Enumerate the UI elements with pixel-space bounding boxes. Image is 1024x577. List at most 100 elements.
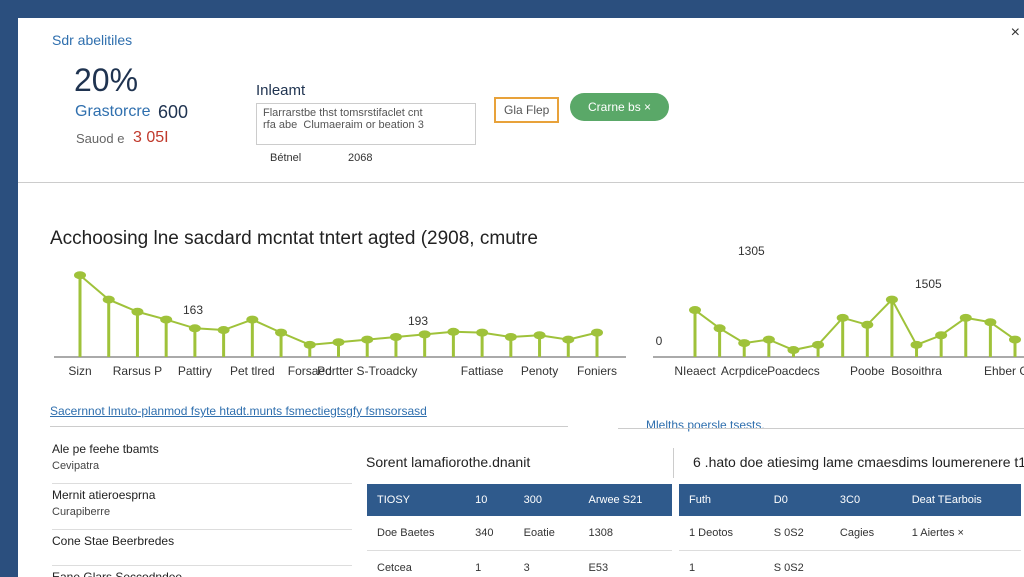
metric-value: 600 <box>158 102 189 122</box>
marker <box>762 335 775 344</box>
marker <box>885 295 898 304</box>
x-tick-label: Sizn <box>68 364 91 378</box>
list-sub: Cevipatra <box>52 460 100 472</box>
divider <box>673 448 674 478</box>
list-item: Ale pe feehe tbamts Cevipatra <box>52 438 352 484</box>
right-link[interactable]: Mlelths poersle tsests. <box>646 418 765 432</box>
annotation: 1505 <box>915 277 942 291</box>
marker <box>447 327 460 336</box>
list-text: Cone Stae Beerbredes <box>52 534 175 548</box>
marker <box>984 318 997 327</box>
outline-button[interactable]: Gla Flep <box>494 97 560 123</box>
cell: 340 <box>465 516 514 551</box>
section-title: Acchoosing lne sacdard mcntat tntert agt… <box>50 228 538 249</box>
x-tick-label: Bosoithra <box>891 364 942 378</box>
x-tick-label: Poobe <box>850 364 885 378</box>
list-text: Eane Glars Seccodndee <box>52 570 183 577</box>
x-tick-label: Forsaed <box>288 364 332 378</box>
table: TIOSY 10 300 Arwee S21 Doe Baetes 340 Eoatie 13… <box>367 484 672 577</box>
list-item: Mernit atieroesprna Curapiberre <box>52 484 352 530</box>
marker <box>160 315 173 324</box>
marker <box>836 313 849 322</box>
x-tick-label: Pet tlred <box>230 364 275 378</box>
list-item: Cone Stae Beerbredes <box>52 530 352 566</box>
header-cell: Deat TEarbois <box>901 484 1021 516</box>
row: 1 Deotos S 0S2 Cagies 1 Aiertes × <box>679 516 1021 551</box>
marker <box>861 320 874 329</box>
cell: Doe Baetes <box>367 516 466 551</box>
table-title: Sorent lamafiorothe.dnanit <box>366 454 531 470</box>
header-row: Futh D0 3C0 Deat TEarbois <box>679 484 1021 516</box>
cell: 1 Aiertes × <box>901 516 1021 551</box>
primary-button[interactable]: Crarne bs × <box>570 93 670 121</box>
cell: 1 <box>679 550 764 577</box>
table-title: 6 .hato doe atiesimg lame cmaesdims loum… <box>693 454 1024 470</box>
x-tick-label: Portter S-Troadcky <box>317 364 417 378</box>
list-text: Ale pe feehe tbamts <box>52 442 159 456</box>
list-sub: Curapiberre <box>52 506 111 518</box>
divider <box>18 182 1024 183</box>
marker <box>275 328 288 337</box>
annotation: 193 <box>408 314 428 328</box>
list-item: Eane Glars Seccodndee <box>52 566 352 577</box>
header-cell: TIOSY <box>367 484 466 516</box>
marker <box>689 306 701 315</box>
marker <box>332 338 345 347</box>
close-button[interactable]: × <box>1010 24 1020 41</box>
info-line: Flarrarstbe thst tomsrstifaclet cnt <box>263 107 423 119</box>
cell: E53 <box>578 550 672 577</box>
header-cell: Arwee S21 <box>578 484 672 516</box>
cell: Eoatie <box>513 516 579 551</box>
x-tick-label: Foniers <box>577 364 617 378</box>
cell <box>829 550 902 577</box>
marker <box>1009 335 1021 344</box>
header-row: TIOSY 10 300 Arwee S21 <box>367 484 672 516</box>
divider <box>618 428 1024 429</box>
marker <box>361 335 374 344</box>
charts: Sizn Rarsus P Pattiry Pet tlred ForsaedPortt… <box>54 244 1024 378</box>
cell: Cetcea <box>367 550 466 577</box>
marker <box>504 332 517 341</box>
x-tick-label: Poacdecs <box>767 364 820 378</box>
marker <box>738 339 751 348</box>
marker <box>787 346 800 355</box>
marker <box>533 331 546 340</box>
x-tick-label: Fattiase <box>461 364 504 378</box>
marker <box>102 295 115 304</box>
marker <box>935 331 948 340</box>
header-cell: D0 <box>763 484 830 516</box>
x-tick-label: Ehber Gaer <box>984 364 1024 378</box>
info-title: Inleamt <box>256 82 306 99</box>
table: Futh D0 3C0 Deat TEarbois 1 Deotos S 0S2 Cagie… <box>679 484 1021 577</box>
cell: S 0S2 <box>763 516 830 551</box>
header-title: Sdr abelitiles <box>52 32 133 48</box>
marker <box>591 328 603 337</box>
list-text: Mernit atieroesprna <box>52 488 156 502</box>
cell: 3 <box>513 550 579 577</box>
marker <box>131 307 144 316</box>
x-tick-label: Penoty <box>521 364 558 378</box>
marker <box>562 335 575 344</box>
link[interactable]: Sacernnot lmuto-planmod fsyte htadt.munt… <box>50 404 427 418</box>
info-line: Clumaeraim or beation 3 <box>303 119 424 131</box>
marker <box>303 340 316 349</box>
cell: 1 <box>465 550 514 577</box>
row-label: Bétnel <box>270 152 302 164</box>
sub-label: Sauod e <box>76 131 125 146</box>
info-box: Flarrarstbe thst tomsrstifaclet cnt rfa … <box>256 103 476 145</box>
cell: S 0S2 <box>763 550 830 577</box>
panel: Sdr abelitiles × 20% Grastorcre 600 Sauo… <box>18 18 1024 577</box>
marker <box>812 340 825 349</box>
line <box>79 274 598 346</box>
row: Doe Baetes 340 Eoatie 1308 <box>367 516 672 551</box>
list: Ale pe feehe tbamts Cevipatra Mernit atier… <box>52 438 352 577</box>
x-tick-label: Rarsus P <box>113 364 162 378</box>
sub-value: 3 05I <box>133 129 169 146</box>
metric-label: Grastorcre <box>75 103 151 120</box>
marker <box>74 271 86 280</box>
marker <box>713 324 726 333</box>
row-value: 2068 <box>348 152 373 164</box>
cell: 1308 <box>578 516 672 551</box>
